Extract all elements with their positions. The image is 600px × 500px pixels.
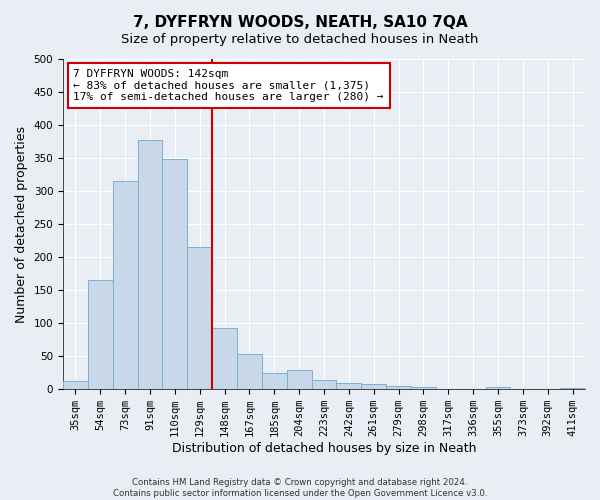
Bar [535,388,560,389]
Bar [63,380,88,389]
Text: Size of property relative to detached houses in Neath: Size of property relative to detached ho… [121,32,479,46]
X-axis label: Distribution of detached houses by size in Neath: Distribution of detached houses by size … [172,442,476,455]
Y-axis label: Number of detached properties: Number of detached properties [15,126,28,322]
Text: 7 DYFFRYN WOODS: 142sqm
← 83% of detached houses are smaller (1,375)
17% of semi: 7 DYFFRYN WOODS: 142sqm ← 83% of detache… [73,69,384,102]
Bar [361,384,386,389]
Text: 7, DYFFRYN WOODS, NEATH, SA10 7QA: 7, DYFFRYN WOODS, NEATH, SA10 7QA [133,15,467,30]
Bar [113,181,137,389]
Bar [212,328,237,389]
Bar [163,160,187,389]
Bar [337,382,361,389]
Bar [88,280,113,389]
Bar [411,387,436,389]
Bar [311,380,337,389]
Bar [287,370,311,389]
Bar [560,388,585,389]
Text: Contains HM Land Registry data © Crown copyright and database right 2024.
Contai: Contains HM Land Registry data © Crown c… [113,478,487,498]
Bar [262,374,287,389]
Bar [485,387,511,389]
Bar [386,386,411,389]
Bar [187,247,212,389]
Bar [137,140,163,389]
Bar [237,354,262,389]
